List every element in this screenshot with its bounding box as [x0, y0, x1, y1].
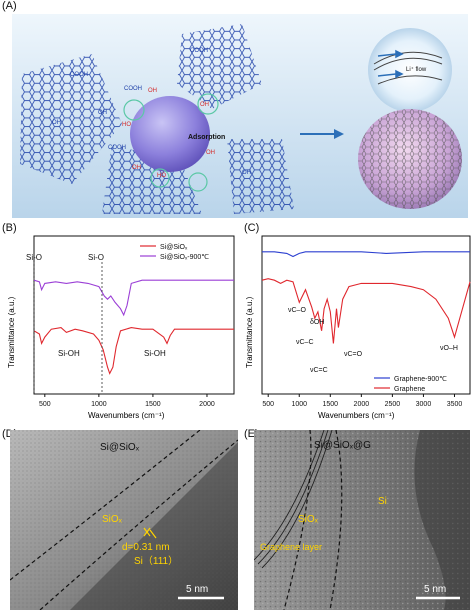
right-dark-region — [414, 430, 470, 610]
chart-b-ylabel: Transmittance (a.u.) — [7, 296, 16, 368]
si-core-region — [70, 442, 238, 610]
svg-text:OH: OH — [148, 88, 157, 94]
cooh-label: COOH — [108, 145, 126, 151]
graphene-layer-label: Graphene layer — [260, 542, 322, 552]
legend-label: Graphene-900℃ — [394, 376, 447, 383]
x-tick-label: 1000 — [291, 401, 307, 408]
series-line-1 — [33, 279, 234, 317]
chart-b-guides — [33, 262, 103, 394]
x-tick-label: 1500 — [145, 401, 161, 408]
chart-b-series — [33, 279, 234, 375]
siox-boundary-2 — [329, 429, 343, 611]
chart-b-ticks: 500 1000 1500 2000 — [39, 394, 215, 408]
si-siox-particle — [130, 96, 210, 172]
series-line-0 — [262, 251, 470, 258]
oh-label: OH — [98, 110, 107, 116]
d-spacing-label: d=0.31 nm — [122, 542, 170, 553]
series-line-1 — [261, 278, 471, 344]
svg-text:OH: OH — [132, 165, 141, 171]
chart-c-ticks: 500 1000 1500 2000 2500 3000 3500 — [262, 394, 462, 408]
siox-boundary-1 — [283, 429, 312, 611]
chart-b-annotations: Si-O Si-O Si-OH Si-OH — [26, 253, 166, 358]
schematic-illustration: COOH COOH COOH OH OH COOH OH OH HO OH HO… — [12, 14, 468, 218]
x-tick-label: 3000 — [416, 401, 432, 408]
chart-b-svg: Transmittance (a.u.) Wavenumbers (cm⁻¹) … — [7, 235, 235, 420]
process-arrow — [300, 129, 344, 139]
oh-label: OH — [242, 170, 251, 176]
c-c-double-label: νC=C — [310, 367, 328, 374]
chart-c-legend: Graphene-900℃ Graphene — [374, 376, 447, 393]
oh-bend-label: δOH — [310, 319, 324, 326]
panel-label-a: (A) — [2, 0, 17, 12]
si-o-label: Si-O — [26, 253, 42, 262]
graphene-layer-lines — [253, 429, 333, 569]
legend-label: Graphene — [394, 386, 425, 393]
lattice-marker — [143, 527, 157, 539]
si-label: Si — [378, 496, 387, 507]
chart-c-annotations: νC–O δOH νC–C νC=O νC=C νO–H — [288, 307, 458, 374]
si-o-label: Si-O — [88, 253, 104, 262]
svg-text:HO: HO — [122, 122, 131, 128]
si-oh-label: Si-OH — [144, 349, 166, 358]
graphene-oxide-sheets — [20, 24, 294, 214]
x-tick-label: 3500 — [447, 401, 463, 408]
scale-label-e: 5 nm — [424, 584, 446, 595]
tem-image-e: Si@SiOₓ@G Si SiOₓ Graphene layer 5 nm — [253, 429, 470, 611]
si-plane-label: Si（111） — [134, 555, 178, 567]
graphene-shell — [358, 109, 462, 209]
x-tick-label: 2000 — [199, 401, 215, 408]
c-o-double-label: νC=O — [344, 351, 363, 358]
tem-d-title: Si@SiOₓ — [100, 442, 140, 453]
chart-c-frame — [261, 235, 471, 395]
li-flow-graphene — [373, 51, 443, 85]
inner-boundary — [39, 439, 239, 611]
chart-c-xlabel: Wavenumbers (cm⁻¹) — [318, 411, 395, 420]
svg-text:HO: HO — [157, 173, 166, 179]
c-o-stretch-label: νC–O — [288, 307, 306, 314]
chart-b-xlabel: Wavenumbers (cm⁻¹) — [88, 411, 165, 420]
schematic-panel: COOH COOH COOH OH OH COOH OH OH HO OH HO… — [12, 14, 468, 218]
c-c-stretch-label: νC–C — [296, 339, 314, 346]
tem-e-svg: Si@SiOₓ@G Si SiOₓ Graphene layer 5 nm — [253, 429, 470, 611]
x-tick-label: 2000 — [354, 401, 370, 408]
chart-b-legend: Si@SiOₓ Si@SiOₓ-900℃ — [140, 244, 209, 261]
adsorption-rings — [123, 93, 219, 192]
svg-text:OH: OH — [200, 102, 209, 108]
x-tick-label: 1500 — [323, 401, 339, 408]
x-tick-label: 1000 — [91, 401, 107, 408]
scale-label-d: 5 nm — [186, 584, 208, 595]
legend-label: Si@SiOₓ — [160, 244, 188, 251]
svg-text:OH: OH — [206, 150, 215, 156]
oh-groups-on-particle: OH HO OH HO OH OH — [122, 88, 215, 179]
si-oh-label: Si-OH — [58, 349, 80, 358]
cooh-label: COOH — [190, 48, 208, 54]
tem-e-title: Si@SiOₓ@G — [314, 440, 371, 451]
panel-label-b: (B) — [2, 222, 17, 234]
chart-c-svg: Transmittance (a.u.) Wavenumbers (cm⁻¹) … — [245, 235, 471, 420]
x-tick-label: 2500 — [385, 401, 401, 408]
tem-image-d: Si@SiOₓ SiOₓ d=0.31 nm Si（111） 5 nm — [9, 429, 239, 611]
outer-boundary — [9, 429, 201, 581]
panel-label-c: (C) — [244, 222, 260, 234]
li-flow-arrows — [377, 49, 404, 79]
ftir-chart-c: Transmittance (a.u.) Wavenumbers (cm⁻¹) … — [240, 228, 474, 428]
series-line-0 — [33, 327, 234, 375]
siox-label: SiOₓ — [102, 514, 123, 525]
adsorption-label: Adsorption — [188, 134, 225, 141]
x-tick-label: 500 — [39, 401, 51, 408]
li-flow-bubble — [368, 28, 452, 112]
tem-d-svg: Si@SiOₓ SiOₓ d=0.31 nm Si（111） 5 nm — [9, 429, 239, 611]
cooh-label: COOH — [70, 72, 88, 78]
siox-label-e: SiOₓ — [298, 514, 319, 525]
ftir-chart-b: Transmittance (a.u.) Wavenumbers (cm⁻¹) … — [0, 228, 240, 428]
legend-label: Si@SiOₓ-900℃ — [160, 254, 209, 261]
cooh-label: COOH — [124, 86, 142, 92]
chart-c-ylabel: Transmittance (a.u.) — [245, 296, 254, 368]
li-flow-label: Li⁺ flow — [406, 66, 427, 73]
chart-c-series — [261, 251, 471, 344]
functional-group-labels: COOH COOH COOH OH OH COOH OH — [52, 48, 251, 176]
x-tick-label: 500 — [262, 401, 274, 408]
o-h-stretch-label: νO–H — [440, 345, 458, 352]
oh-label: OH — [52, 120, 61, 126]
